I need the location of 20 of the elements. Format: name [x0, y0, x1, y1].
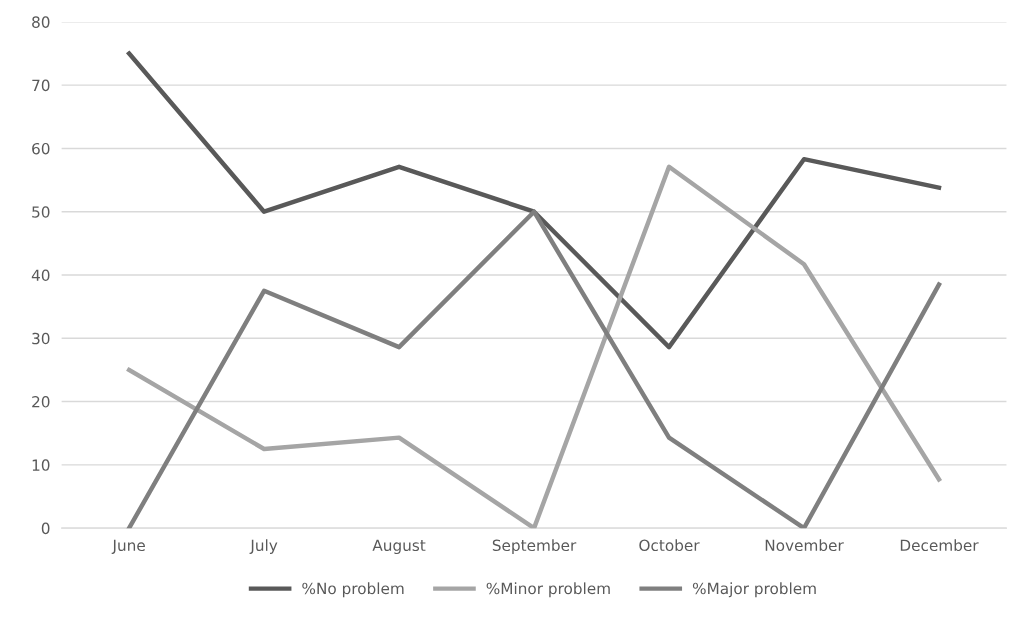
y-tick-label: 70: [32, 79, 50, 92]
y-tick-label: 30: [32, 332, 50, 345]
y-tick-label: 10: [32, 459, 50, 471]
x-tick-label: December: [900, 539, 979, 552]
legend-label: %Minor problem: [486, 582, 610, 598]
x-tick-label: August: [372, 539, 426, 555]
x-tick-label: September: [492, 539, 577, 555]
y-tick-label: 20: [32, 396, 50, 408]
x-tick-label: July: [249, 539, 278, 555]
line-series: [126, 51, 942, 350]
x-tick-label: June: [111, 539, 145, 554]
y-tick-label: 40: [31, 269, 50, 282]
legend-label: %Major problem: [692, 582, 816, 598]
y-tick-label: 60: [32, 142, 50, 155]
y-tick-label: 80: [32, 16, 50, 28]
y-tick-label: 50: [32, 206, 50, 218]
x-tick-label: October: [639, 539, 700, 552]
legend-label: %No problem: [302, 582, 404, 598]
y-tick-label: 0: [41, 522, 50, 535]
x-tick-label: November: [765, 539, 844, 552]
